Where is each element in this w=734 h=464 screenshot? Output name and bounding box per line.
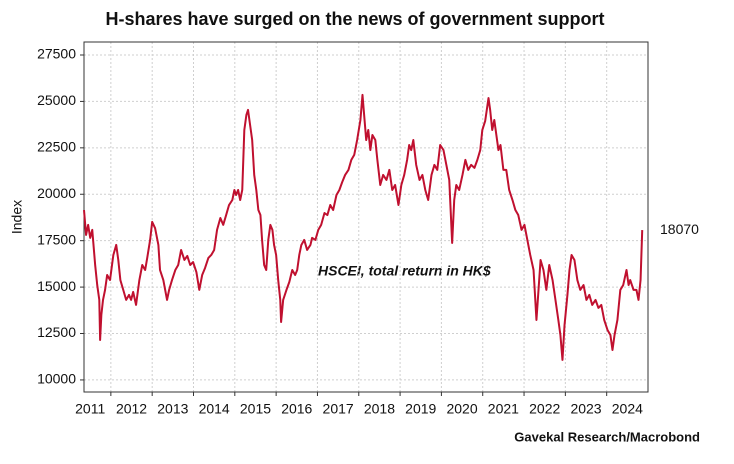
y-tick-label: 10000 bbox=[37, 371, 76, 387]
y-tick-label: 20000 bbox=[37, 185, 76, 201]
x-tick-label: 2018 bbox=[364, 401, 395, 417]
x-tick-label: 2024 bbox=[612, 401, 643, 417]
x-tick-label: 2019 bbox=[405, 401, 436, 417]
y-tick-label: 15000 bbox=[37, 278, 76, 294]
end-value-label: 18070 bbox=[660, 221, 699, 237]
x-tick-label: 2016 bbox=[281, 401, 312, 417]
x-tick-label: 2011 bbox=[75, 401, 105, 417]
y-tick-label: 17500 bbox=[37, 231, 76, 247]
x-tick-label: 2015 bbox=[240, 401, 271, 417]
x-tick-label: 2023 bbox=[570, 401, 601, 417]
x-tick-label: 2020 bbox=[446, 401, 477, 417]
y-tick-label: 12500 bbox=[37, 324, 76, 340]
x-tick-label: 2021 bbox=[488, 401, 519, 417]
y-tick-label: 22500 bbox=[37, 139, 76, 155]
x-tick-label: 2012 bbox=[116, 401, 147, 417]
y-tick-label: 25000 bbox=[37, 92, 76, 108]
series-label: HSCEI, total return in HK$ bbox=[318, 263, 491, 279]
y-tick-label: 27500 bbox=[37, 46, 76, 62]
y-axis-label: Index bbox=[9, 200, 25, 234]
series-line bbox=[83, 93, 644, 361]
x-tick-label: 2013 bbox=[157, 401, 188, 417]
source: Gavekal Research/Macrobond bbox=[514, 429, 700, 444]
x-tick-label: 2022 bbox=[529, 401, 560, 417]
x-tick-label: 2017 bbox=[323, 401, 354, 417]
x-tick-label: 2014 bbox=[199, 401, 230, 417]
chart-title: H-shares have surged on the news of gove… bbox=[105, 9, 604, 29]
